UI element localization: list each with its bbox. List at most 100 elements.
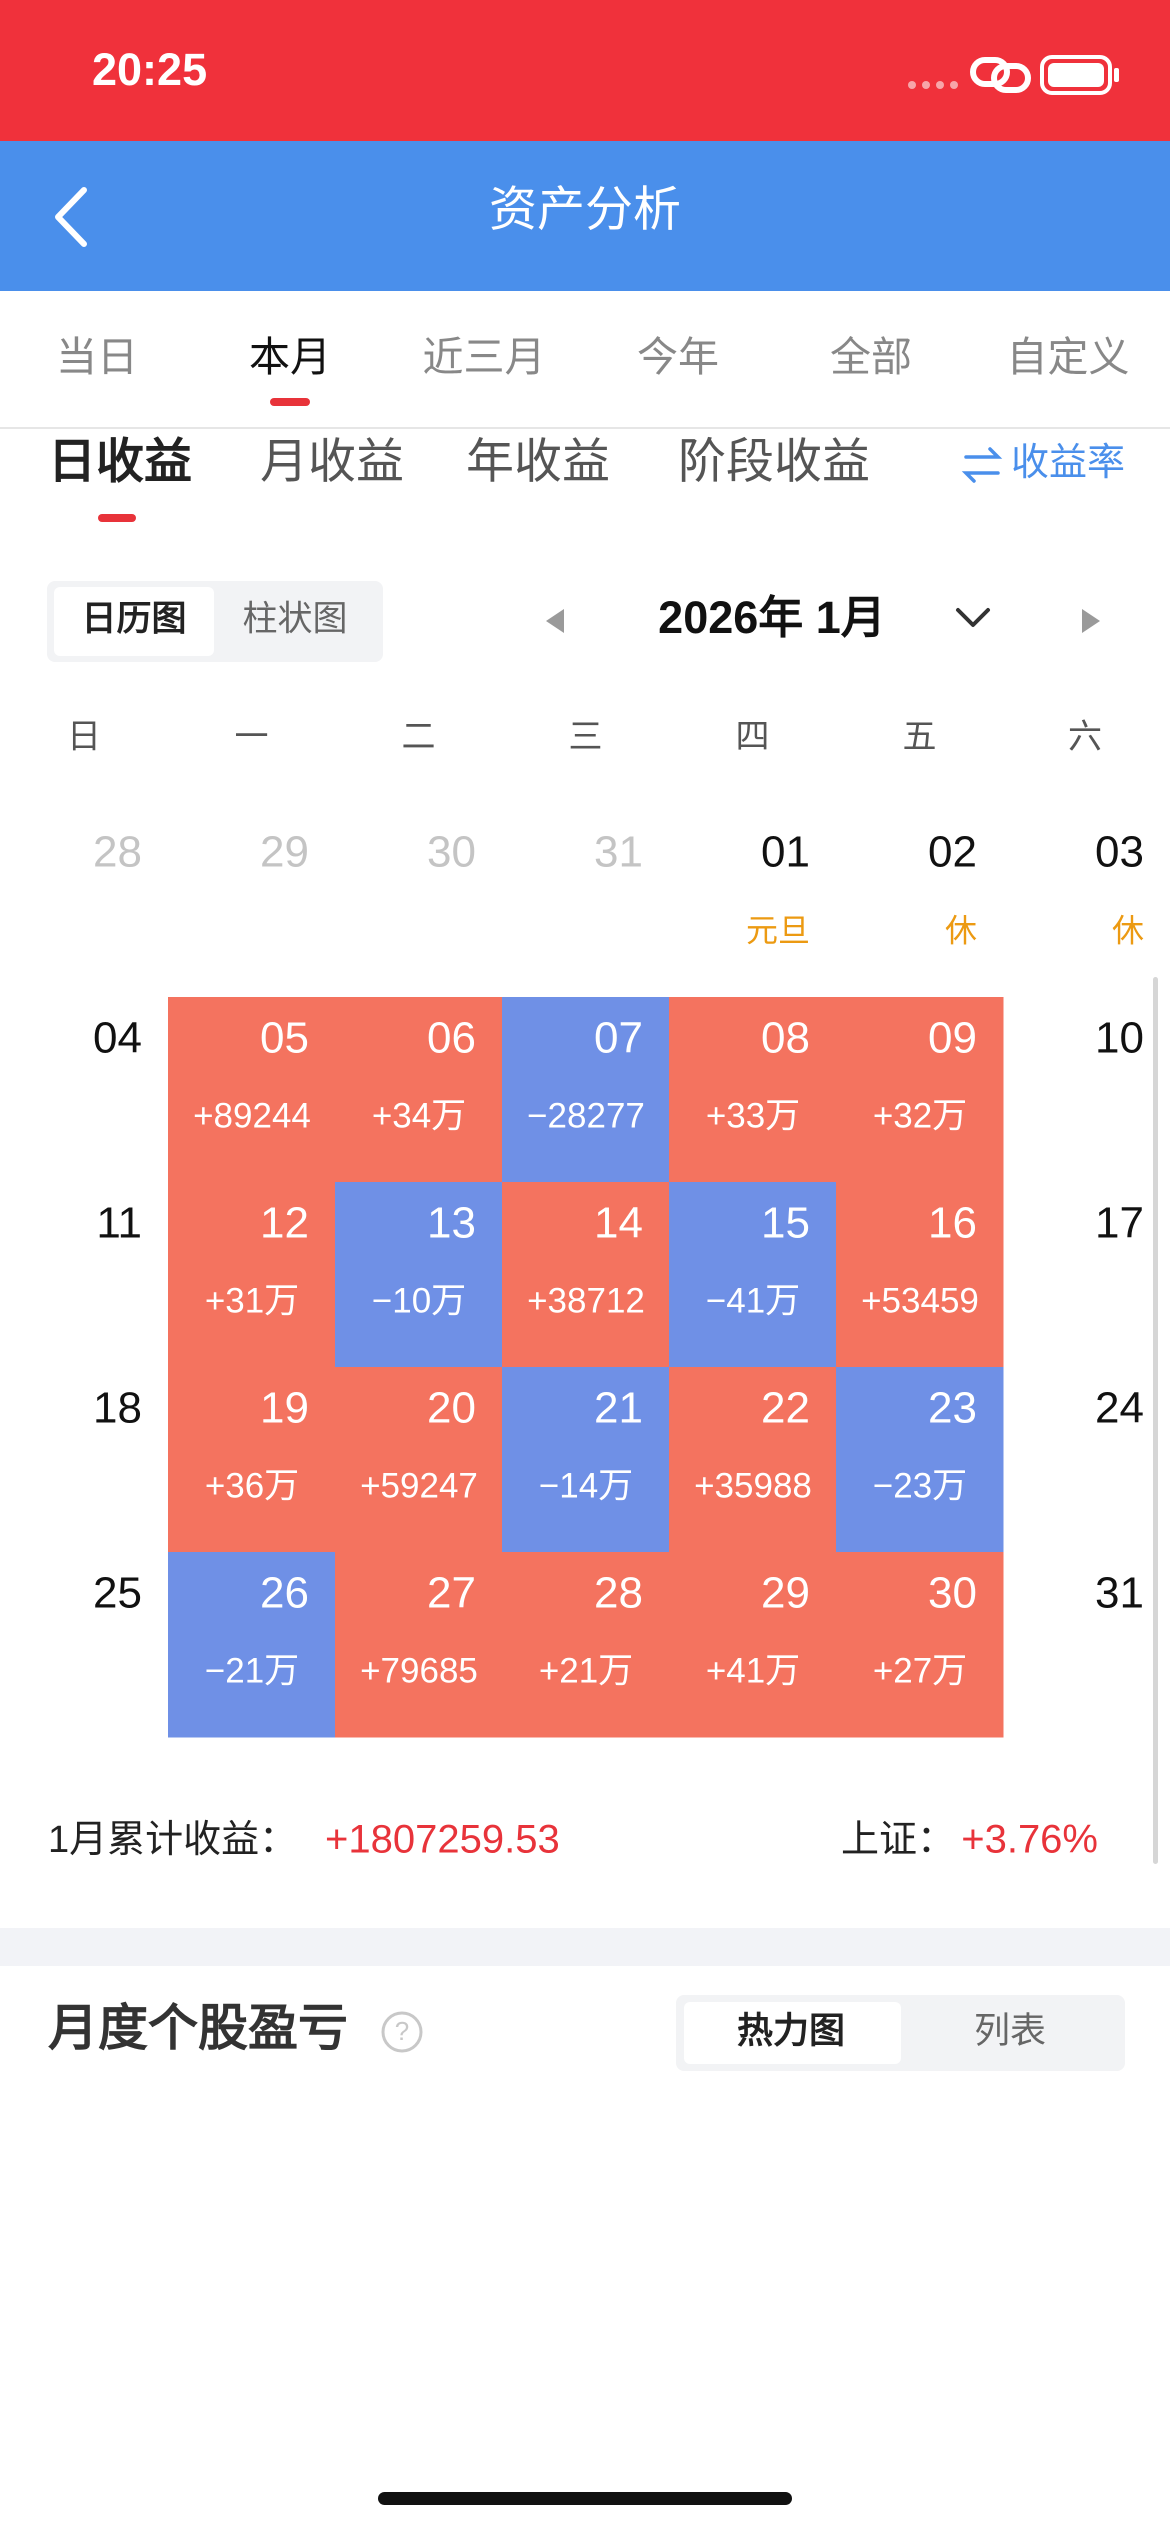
- calendar-day: 31: [594, 828, 643, 877]
- profit-tab[interactable]: 月收益: [260, 436, 404, 489]
- calendar-day: 24: [1095, 1384, 1144, 1433]
- calendar-cell[interactable]: [168, 997, 336, 1183]
- help-icon-glyph: ?: [395, 2016, 409, 2046]
- calendar-cell[interactable]: [669, 1182, 837, 1368]
- view-option[interactable]: 柱状图: [242, 599, 347, 638]
- section-title: 月度个股盈亏: [48, 2000, 348, 2056]
- calendar-day: 20: [427, 1384, 476, 1433]
- calendar-cell[interactable]: [836, 997, 1004, 1183]
- calendar-cell[interactable]: [502, 1367, 670, 1553]
- battery-tip: [1114, 68, 1119, 82]
- view-toggle-active: [54, 587, 214, 656]
- calendar-cell[interactable]: [335, 1552, 503, 1738]
- month-dropdown[interactable]: [956, 608, 990, 627]
- view-option[interactable]: 日历图: [81, 599, 186, 638]
- calendar-day: 29: [260, 828, 309, 877]
- calendar-day: 30: [427, 828, 476, 877]
- profit-tab[interactable]: 阶段收益: [678, 436, 870, 489]
- calendar-cell[interactable]: [168, 1182, 336, 1368]
- section-option[interactable]: 列表: [974, 2010, 1046, 2051]
- period-tab[interactable]: 今年: [637, 334, 719, 380]
- calendar-day: 12: [260, 1199, 309, 1248]
- calendar-day: 30: [928, 1569, 977, 1618]
- calendar-day: 04: [93, 1014, 142, 1063]
- calendar-day: 16: [928, 1199, 977, 1248]
- daily-profit: +59247: [360, 1466, 478, 1505]
- daily-profit: +21万: [539, 1651, 633, 1690]
- calendar-cell[interactable]: [669, 997, 837, 1183]
- daily-profit: +36万: [205, 1466, 299, 1505]
- weekday-label: 五: [903, 718, 937, 756]
- calendar-day: 05: [260, 1014, 309, 1063]
- section-option[interactable]: 热力图: [737, 2010, 845, 2051]
- calendar-cell[interactable]: [836, 1182, 1004, 1368]
- calendar-day: 02: [928, 828, 977, 877]
- holiday-note: 元旦: [746, 912, 810, 948]
- calendar-day: 03: [1095, 828, 1144, 877]
- calendar-day: 25: [93, 1569, 142, 1618]
- daily-profit: −14万: [539, 1466, 633, 1505]
- daily-profit: −41万: [706, 1281, 800, 1320]
- daily-profit: −28277: [527, 1096, 645, 1135]
- calendar-cell[interactable]: [335, 1367, 503, 1553]
- daily-profit: +41万: [706, 1651, 800, 1690]
- calendar-day: 07: [594, 1014, 643, 1063]
- calendar-day: 11: [96, 1199, 142, 1248]
- daily-profit: −23万: [873, 1466, 967, 1505]
- calendar-cell[interactable]: [836, 1552, 1004, 1738]
- calendar-cell[interactable]: [502, 997, 670, 1183]
- weekday-label: 四: [736, 718, 770, 756]
- calendar-day: 29: [761, 1569, 810, 1618]
- calendar-cell[interactable]: [168, 1367, 336, 1553]
- calendar-cell[interactable]: [502, 1182, 670, 1368]
- period-tab[interactable]: 本月: [249, 334, 331, 380]
- calendar-cell[interactable]: [669, 1367, 837, 1553]
- calendar-day: 31: [1095, 1569, 1144, 1618]
- calendar-day: 28: [594, 1569, 643, 1618]
- back-button[interactable]: [55, 187, 87, 247]
- daily-profit: +34万: [372, 1096, 466, 1135]
- rate-toggle[interactable]: 收益率: [1011, 442, 1125, 484]
- signal-dots: [908, 81, 958, 89]
- calendar-cell[interactable]: [669, 1552, 837, 1738]
- link-icon: [970, 57, 1031, 93]
- calendar-cell[interactable]: [168, 1552, 336, 1738]
- period-tab[interactable]: 全部: [830, 334, 912, 380]
- daily-profit: +31万: [205, 1281, 299, 1320]
- next-month[interactable]: [1082, 609, 1100, 633]
- calendar-cell[interactable]: [335, 997, 503, 1183]
- nav-bar: [0, 141, 1170, 291]
- period-tab[interactable]: 当日: [56, 334, 138, 380]
- profit-tab[interactable]: 年收益: [466, 436, 610, 489]
- daily-profit: +35988: [694, 1466, 812, 1505]
- daily-profit: +27万: [873, 1651, 967, 1690]
- battery-icon: [1040, 55, 1112, 95]
- daily-profit: −10万: [372, 1281, 466, 1320]
- calendar-cell[interactable]: [335, 1182, 503, 1368]
- battery-level: [1048, 63, 1104, 87]
- calendar-day: 01: [761, 828, 810, 877]
- calendar-day: 17: [1095, 1199, 1144, 1248]
- index-value: +3.76%: [961, 1818, 1098, 1862]
- weekday-label: 日: [67, 718, 101, 756]
- calendar-day: 23: [928, 1384, 977, 1433]
- calendar-day: 08: [761, 1014, 810, 1063]
- prev-month[interactable]: [546, 609, 564, 633]
- calendar-day: 26: [260, 1569, 309, 1618]
- section-toggle-active: [684, 2002, 901, 2064]
- swap-icon[interactable]: [961, 447, 1003, 483]
- calendar-cell[interactable]: [502, 1552, 670, 1738]
- profit-tab[interactable]: 日收益: [48, 436, 192, 489]
- calendar-day: 09: [928, 1014, 977, 1063]
- calendar-cell[interactable]: [836, 1367, 1004, 1553]
- period-tab[interactable]: 近三月: [423, 334, 546, 380]
- status-time: 20:25: [92, 44, 207, 95]
- help-icon[interactable]: [381, 2011, 423, 2053]
- weekday-label: 六: [1068, 718, 1102, 756]
- weekday-label: 二: [402, 718, 436, 756]
- daily-profit: +38712: [527, 1281, 645, 1320]
- scrollbar: [1153, 977, 1158, 1864]
- month-label[interactable]: 2026年 1月: [658, 592, 886, 643]
- period-tab[interactable]: 自定义: [1007, 334, 1130, 380]
